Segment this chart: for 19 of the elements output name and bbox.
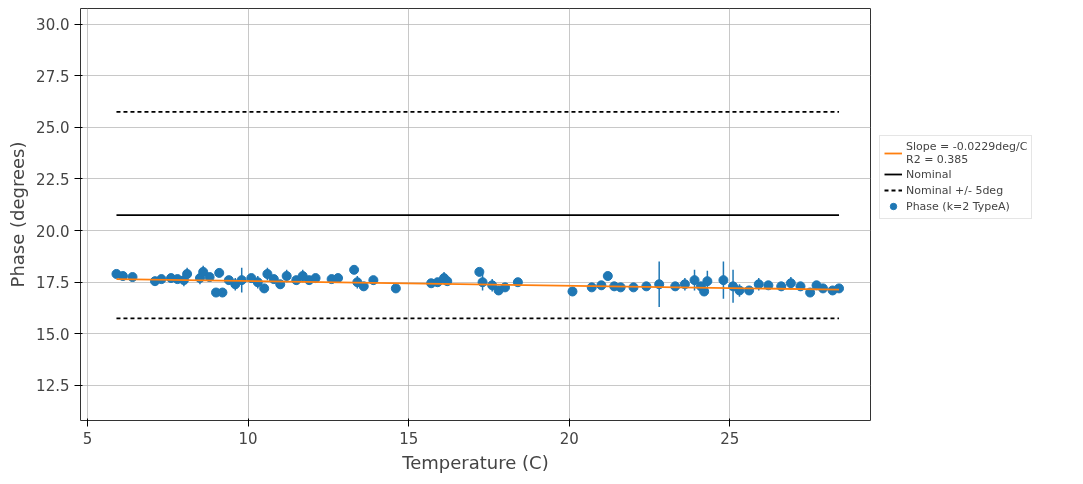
y-axis-title: Phase (degrees) [7, 141, 29, 288]
x-tick-label: 5 [82, 429, 93, 448]
legend-label: Nominal +/- 5deg [906, 183, 1004, 197]
y-tick-label: 17.5 [36, 274, 70, 293]
y-tick-label: 27.5 [36, 67, 70, 86]
x-tick-label: 20 [559, 429, 579, 448]
y-tick-label: 15.0 [36, 325, 70, 344]
y-tick-label: 30.0 [36, 16, 70, 35]
y-tick-label: 20.0 [36, 222, 70, 241]
x-tick-label: 25 [720, 429, 740, 448]
y-tick-label: 12.5 [36, 377, 70, 396]
y-tick-label: 25.0 [36, 119, 70, 138]
x-tick-label: 10 [238, 429, 258, 448]
legend-label: Nominal [906, 167, 952, 181]
legend-label: Slope = -0.0229deg/C R2 = 0.385 [906, 140, 1028, 166]
x-tick-label: 15 [399, 429, 419, 448]
y-tick-label: 22.5 [36, 171, 70, 189]
legend-label: Phase (k=2 TypeA) [906, 199, 1010, 213]
x-axis-title: Temperature (C) [401, 451, 549, 473]
